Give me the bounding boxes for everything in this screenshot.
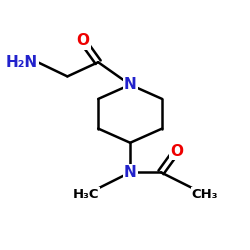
Text: CH₃: CH₃: [192, 188, 218, 201]
Text: H₂N: H₂N: [6, 55, 38, 70]
Text: O: O: [170, 144, 183, 158]
Text: H₃C: H₃C: [73, 188, 99, 201]
Text: N: N: [124, 165, 136, 180]
Text: N: N: [124, 77, 136, 92]
Text: O: O: [76, 34, 89, 48]
